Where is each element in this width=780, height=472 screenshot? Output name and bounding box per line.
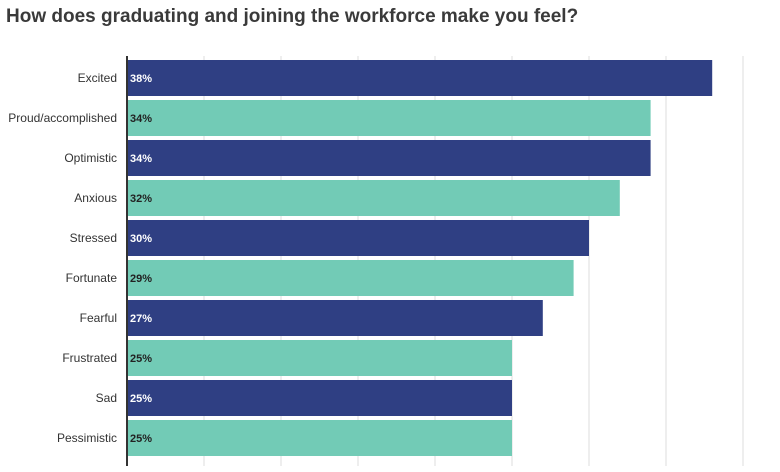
value-label: 25% xyxy=(130,353,152,365)
value-label: 38% xyxy=(130,73,152,85)
bar-anxious xyxy=(127,180,620,216)
category-label: Frustrated xyxy=(62,351,117,365)
chart-title: How does graduating and joining the work… xyxy=(6,6,579,27)
bar-excited xyxy=(127,60,713,96)
value-label: 34% xyxy=(130,153,152,165)
bar-fearful xyxy=(127,300,543,336)
category-label: Fearful xyxy=(80,311,117,325)
category-label: Sad xyxy=(96,391,117,405)
category-label: Excited xyxy=(78,71,117,85)
value-label: 34% xyxy=(130,113,152,125)
bar-sad xyxy=(127,380,512,416)
value-label: 25% xyxy=(130,393,152,405)
value-label: 29% xyxy=(130,273,152,285)
value-label: 30% xyxy=(130,233,152,245)
bar-stressed xyxy=(127,220,589,256)
bar-proud-accomplished xyxy=(127,100,651,136)
category-label: Optimistic xyxy=(64,151,117,165)
category-label: Pessimistic xyxy=(57,431,117,445)
bar-frustrated xyxy=(127,340,512,376)
bar-fortunate xyxy=(127,260,574,296)
value-label: 25% xyxy=(130,433,152,445)
value-label: 27% xyxy=(130,313,152,325)
category-label: Anxious xyxy=(74,191,117,205)
category-label: Fortunate xyxy=(66,271,118,285)
category-label: Stressed xyxy=(70,231,117,245)
bar-pessimistic xyxy=(127,420,512,456)
value-label: 32% xyxy=(130,193,152,205)
category-label: Proud/accomplished xyxy=(8,111,117,125)
bar-optimistic xyxy=(127,140,651,176)
